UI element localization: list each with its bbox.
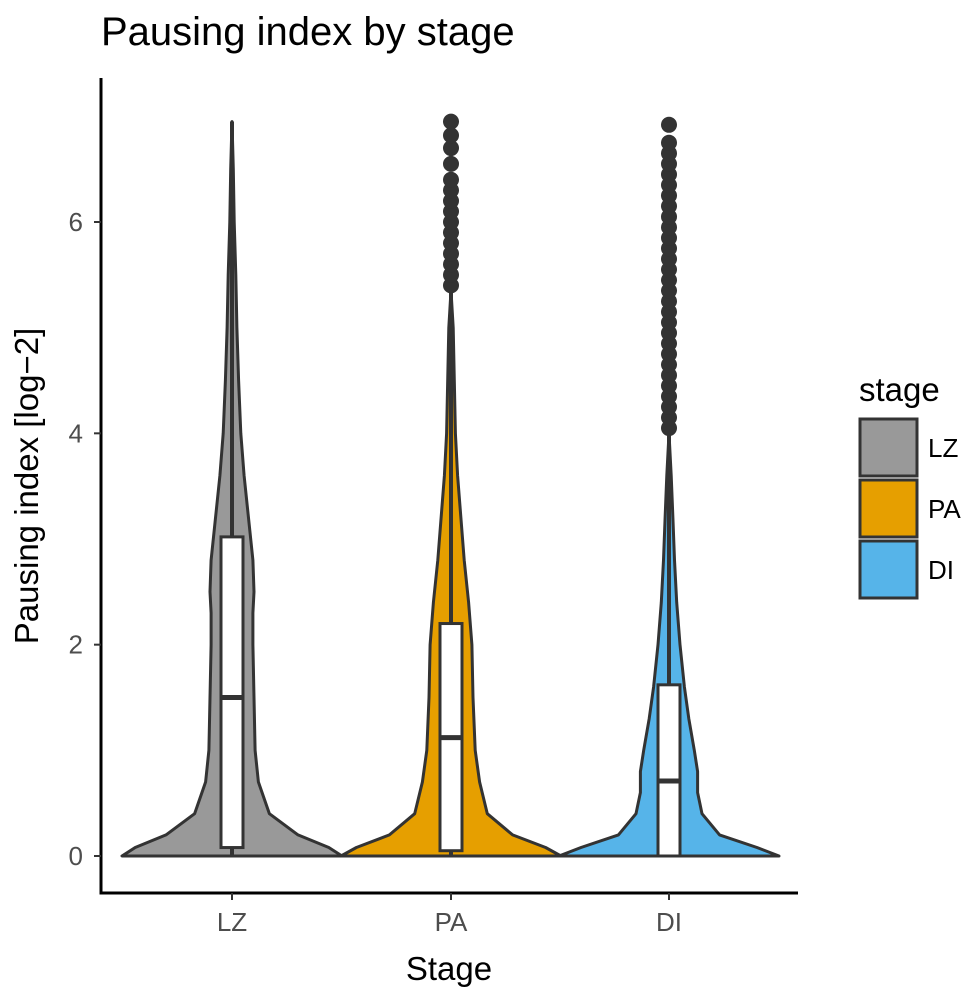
outlier-point	[443, 127, 459, 144]
legend-title: stage	[859, 371, 940, 408]
legend-key-lz	[858, 417, 919, 478]
outlier-point	[443, 113, 459, 130]
violin-group-di	[557, 116, 781, 858]
legend-label-lz: LZ	[928, 433, 958, 463]
box-di	[656, 683, 682, 858]
y-axis-title: Pausing index [log−2]	[8, 328, 45, 644]
y-tick-label: 4	[69, 418, 83, 448]
y-axis-ticks: 0 2 4 6	[69, 207, 101, 871]
y-tick-label: 0	[69, 841, 83, 871]
outlier-point	[443, 155, 459, 172]
plot-area	[120, 113, 781, 858]
outlier-point	[443, 140, 459, 157]
outlier-point	[661, 134, 677, 151]
outlier-point	[443, 171, 459, 188]
legend-key-pa	[858, 478, 919, 539]
violin-group-pa	[339, 113, 563, 858]
legend-label-di: DI	[928, 555, 954, 585]
legend-key-di	[858, 539, 919, 600]
y-tick-label: 2	[69, 630, 83, 660]
x-tick-label: PA	[435, 907, 468, 937]
x-tick-label: DI	[656, 907, 682, 937]
x-tick-label: LZ	[217, 907, 247, 937]
legend: stage LZ PA DI	[858, 371, 961, 600]
legend-label-pa: PA	[928, 494, 961, 524]
x-axis-ticks: LZ PA DI	[217, 893, 682, 937]
violin-group-lz	[120, 120, 344, 858]
y-tick-label: 6	[69, 207, 83, 237]
box-lz	[219, 535, 245, 850]
outlier-point	[661, 116, 677, 133]
x-axis-title: Stage	[406, 950, 492, 987]
chart-title: Pausing index by stage	[101, 10, 515, 54]
